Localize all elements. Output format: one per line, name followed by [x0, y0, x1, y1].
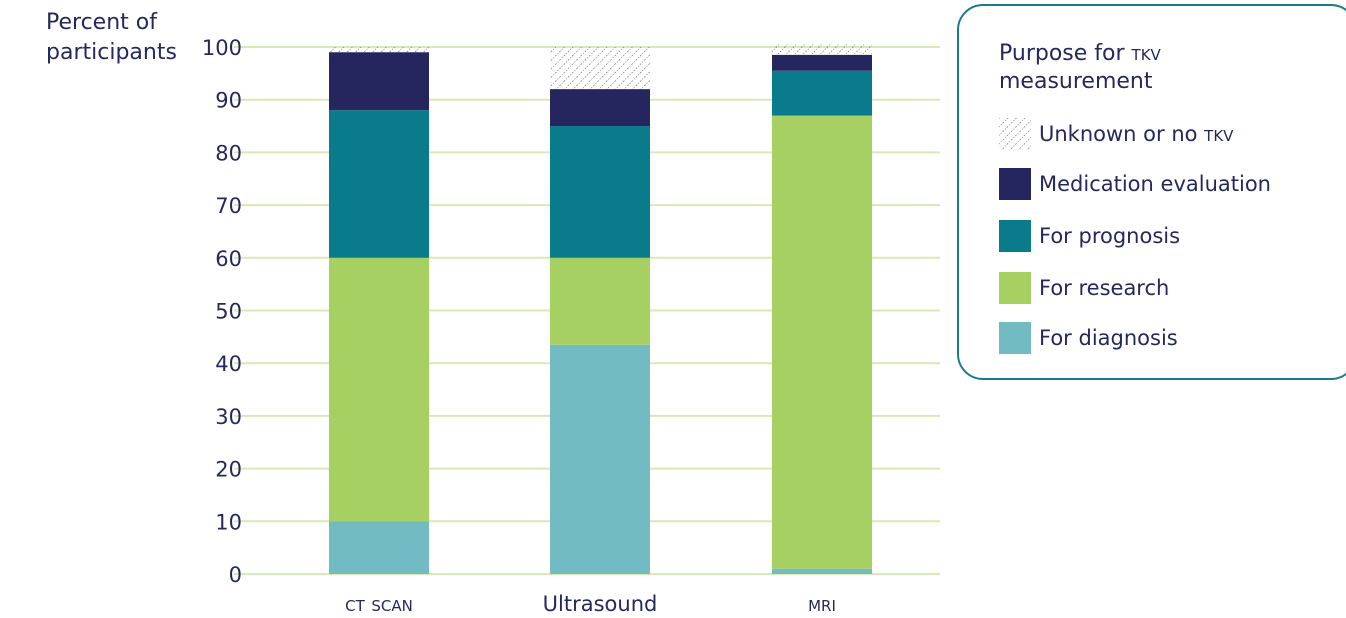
y-tick-label: 0 [229, 563, 242, 587]
y-tick-label: 100 [202, 36, 242, 60]
legend-label-unknown: Unknown or no tkv [1039, 122, 1234, 146]
bar-segment-for-prognosis [329, 110, 429, 258]
x-tick-labels: ct scan Ultrasound mri [345, 592, 836, 616]
bar-segment-for-research [329, 257, 429, 522]
bar-segment-medication-evaluation [329, 52, 429, 111]
y-tick-label: 70 [215, 194, 242, 218]
y-tick-label: 30 [215, 405, 242, 429]
y-axis-label-line2: participants [46, 40, 177, 65]
y-axis-label: Percent of participants [46, 8, 196, 68]
legend-label-diagnosis: For diagnosis [1039, 326, 1178, 350]
bar-segment-unknown-or-no-tkv [550, 47, 650, 90]
legend-label-research: For research [1039, 276, 1170, 300]
y-tick-label: 50 [215, 300, 242, 324]
y-tick-label: 90 [215, 89, 242, 113]
bar-segment-for-research [550, 257, 650, 345]
prognosis-swatch-icon [999, 220, 1031, 252]
bars [329, 44, 872, 574]
bar-segment-medication-evaluation [550, 89, 650, 127]
bar-segment-for-diagnosis [329, 521, 429, 574]
medication-swatch-icon [999, 168, 1031, 200]
legend-label-prognosis: For prognosis [1039, 224, 1181, 248]
hatched-swatch-icon [999, 118, 1031, 150]
research-swatch-icon [999, 272, 1031, 304]
y-tick-label: 10 [215, 510, 242, 534]
bar-segment-for-prognosis [772, 70, 872, 116]
y-tick-labels: 0 10 20 30 40 50 60 70 80 90 100 [202, 36, 242, 587]
y-axis-label-line1: Percent of [46, 10, 157, 35]
y-tick-label: 40 [215, 352, 242, 376]
x-tick-label: ct scan [345, 592, 413, 616]
legend-title: Purpose for tkv measurement [999, 41, 1161, 94]
bar-segment-unknown-or-no-tkv [772, 44, 872, 55]
bar-segment-unknown-or-no-tkv [329, 47, 429, 53]
y-tick-label: 60 [215, 247, 242, 271]
legend-label-medication: Medication evaluation [1039, 172, 1271, 196]
bar-segment-for-research [772, 115, 872, 569]
bar-segment-for-diagnosis [772, 568, 872, 574]
bar-segment-for-diagnosis [550, 344, 650, 574]
y-tick-label: 20 [215, 458, 242, 482]
diagnosis-swatch-icon [999, 322, 1031, 354]
x-tick-label: mri [808, 592, 836, 616]
legend: Purpose for tkv measurement Unknown or n… [957, 4, 1346, 380]
y-tick-label: 80 [215, 141, 242, 165]
bar-segment-medication-evaluation [772, 54, 872, 71]
bar-segment-for-prognosis [550, 126, 650, 258]
x-tick-label: Ultrasound [543, 592, 658, 616]
